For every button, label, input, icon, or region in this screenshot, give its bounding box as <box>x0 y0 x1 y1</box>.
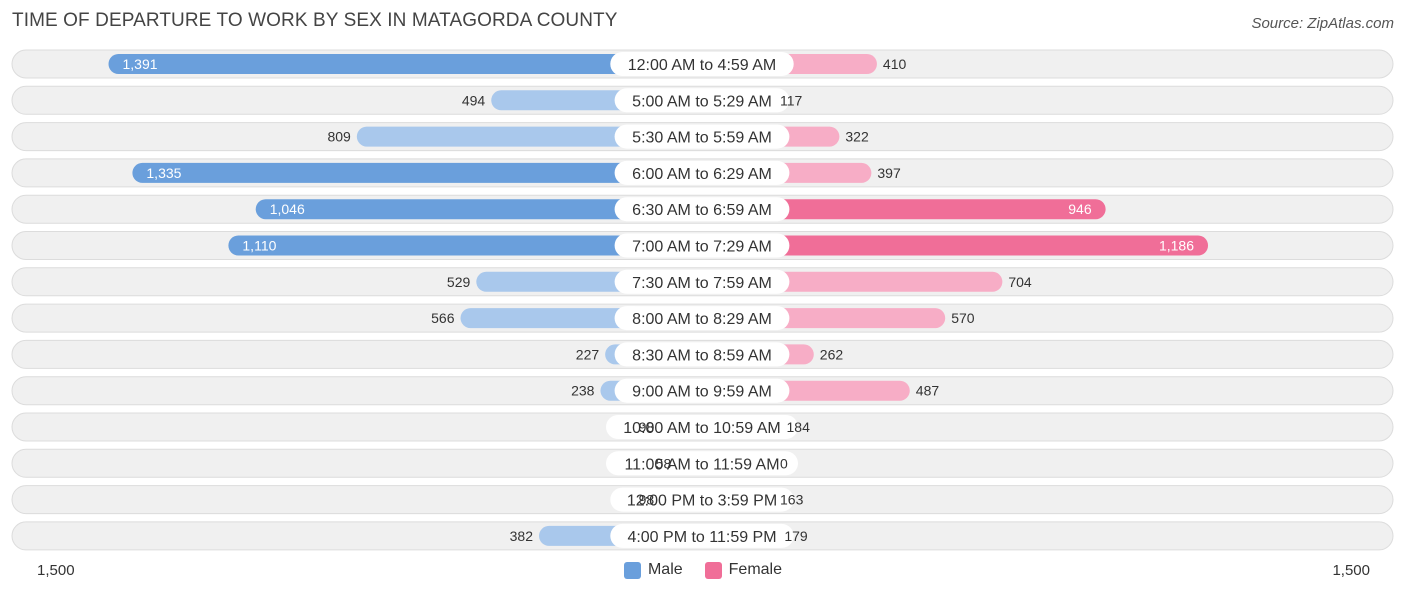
female-value-label: 397 <box>877 165 901 181</box>
female-value-label: 179 <box>784 528 808 544</box>
chart-row: 8:00 AM to 8:29 AM 566 570 <box>11 303 1394 333</box>
male-value-label: 98 <box>639 492 655 508</box>
category-pill <box>610 52 794 76</box>
category-pill <box>606 451 798 476</box>
category-label: 12:00 PM to 3:59 PM <box>627 493 777 510</box>
category-label: 6:30 AM to 6:59 AM <box>632 202 772 219</box>
category-label: 7:30 AM to 7:59 AM <box>632 275 772 292</box>
category-pill <box>614 378 790 403</box>
axis-left-label: 1,500 <box>37 562 75 579</box>
female-bar <box>692 199 1106 220</box>
female-bar <box>692 235 1209 256</box>
legend-swatch-female <box>704 561 722 579</box>
male-bar <box>108 54 713 74</box>
category-pill <box>614 88 790 113</box>
category-pill <box>614 269 790 294</box>
male-value-label: 1,046 <box>270 201 305 217</box>
female-value-label: 163 <box>780 492 804 508</box>
male-value-label: 1,110 <box>242 238 276 254</box>
category-label: 10:00 AM to 10:59 AM <box>623 420 780 437</box>
male-value-label: 1,335 <box>146 165 181 181</box>
category-label: 5:00 AM to 5:29 AM <box>632 93 772 110</box>
category-pill <box>610 523 794 548</box>
chart-row: 12:00 AM to 4:59 AM 1,391 410 <box>11 49 1394 79</box>
axis-right-label: 1,500 <box>1332 562 1370 579</box>
category-label: 5:30 AM to 5:59 AM <box>632 130 772 147</box>
male-bar <box>132 162 712 183</box>
female-value-label: 0 <box>780 455 788 471</box>
female-value-label: 946 <box>1068 201 1092 217</box>
chart-row: 6:00 AM to 6:29 AM 1,335 397 <box>11 158 1394 188</box>
female-value-label: 410 <box>883 56 907 72</box>
category-label: 12:00 AM to 4:59 AM <box>628 57 777 74</box>
category-label: 7:00 AM to 7:29 AM <box>632 239 772 256</box>
male-value-label: 227 <box>576 346 600 362</box>
category-pill <box>614 342 790 367</box>
chart-row: 5:00 AM to 5:29 AM 494 117 <box>11 85 1394 115</box>
category-pill <box>610 487 794 512</box>
category-pill <box>606 415 798 439</box>
category-pill <box>614 160 790 185</box>
female-value-label: 1,186 <box>1159 238 1194 254</box>
category-label: 9:00 AM to 9:59 AM <box>632 384 772 401</box>
chart-row: 8:30 AM to 8:59 AM 227 262 <box>11 339 1394 369</box>
male-value-label: 98 <box>639 419 655 435</box>
category-label: 4:00 PM to 11:59 PM <box>627 529 776 546</box>
category-label: 8:00 AM to 8:29 AM <box>632 311 772 328</box>
source-label: Source: ZipAtlas.com <box>1251 15 1394 32</box>
female-value-label: 570 <box>951 310 975 326</box>
category-pill <box>614 233 790 258</box>
male-value-label: 529 <box>447 274 471 290</box>
male-value-label: 382 <box>510 528 534 544</box>
male-value-label: 238 <box>571 383 595 399</box>
female-value-label: 262 <box>820 346 844 362</box>
category-pill <box>614 197 790 222</box>
male-bar <box>228 235 712 256</box>
male-bar <box>255 199 712 220</box>
female-value-label: 184 <box>787 419 811 435</box>
chart-title: TIME OF DEPARTURE TO WORK BY SEX IN MATA… <box>12 10 618 31</box>
legend-label-male: Male <box>647 561 683 578</box>
category-pill <box>614 306 790 331</box>
legend: Male Female <box>0 561 1406 579</box>
legend-item-female[interactable]: Female <box>704 561 783 579</box>
female-value-label: 322 <box>845 129 869 145</box>
chart-row: 9:00 AM to 9:59 AM 238 487 <box>11 376 1394 406</box>
male-value-label: 494 <box>462 92 486 108</box>
chart-row: 4:00 PM to 11:59 PM 382 179 <box>11 521 1394 551</box>
chart-row: 7:00 AM to 7:29 AM 1,110 1,186 <box>11 231 1394 260</box>
male-value-label: 1,391 <box>123 56 158 72</box>
category-label: 8:30 AM to 8:59 AM <box>632 347 772 364</box>
male-value-label: 58 <box>656 455 672 471</box>
legend-item-male[interactable]: Male <box>623 561 683 579</box>
category-pill <box>614 124 790 149</box>
chart-row: 5:30 AM to 5:59 AM 809 322 <box>11 122 1394 152</box>
legend-label-female: Female <box>728 561 783 578</box>
female-value-label: 487 <box>916 383 940 399</box>
chart-row: 7:30 AM to 7:59 AM 529 704 <box>11 267 1394 297</box>
chart-row: 6:30 AM to 6:59 AM 1,046 946 <box>11 194 1394 224</box>
male-value-label: 566 <box>431 310 455 326</box>
male-value-label: 809 <box>327 129 351 145</box>
category-label: 6:00 AM to 6:29 AM <box>632 166 772 183</box>
category-label: 11:00 AM to 11:59 AM <box>624 456 779 473</box>
female-value-label: 704 <box>1008 274 1032 290</box>
legend-swatch-male <box>623 561 641 579</box>
female-value-label: 117 <box>780 92 803 108</box>
